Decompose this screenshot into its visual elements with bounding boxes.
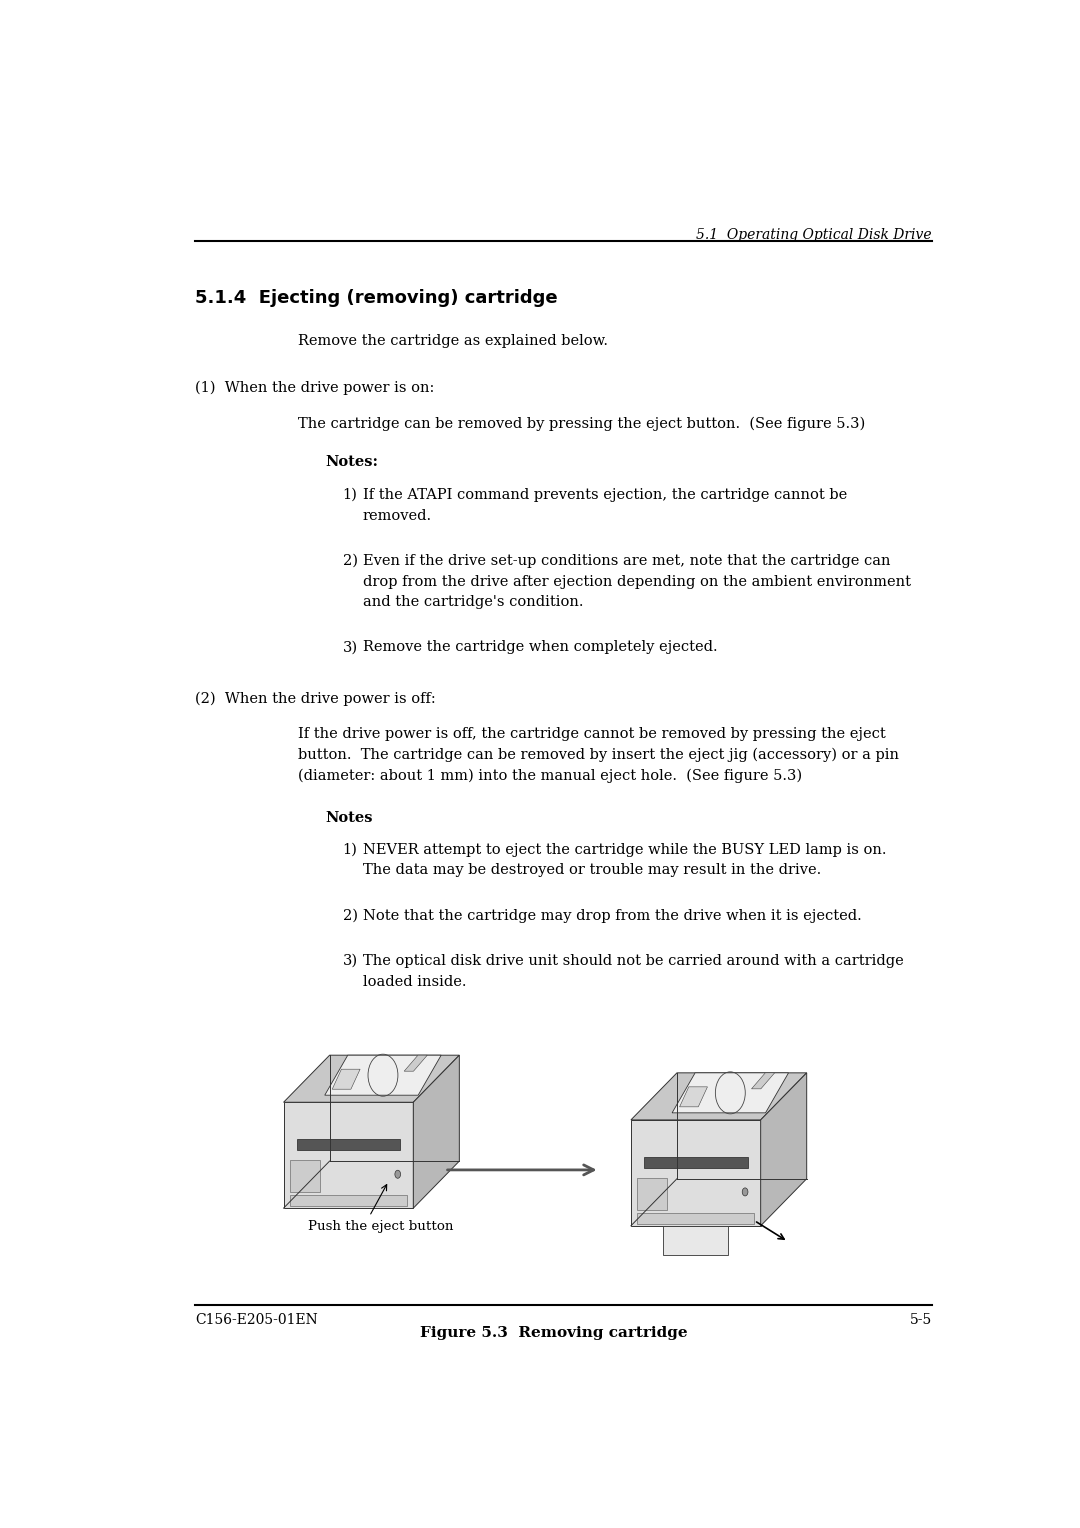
Text: 1): 1) bbox=[342, 487, 357, 503]
Text: Figure 5.3  Removing cartridge: Figure 5.3 Removing cartridge bbox=[420, 1326, 687, 1340]
Text: The optical disk drive unit should not be carried around with a cartridge: The optical disk drive unit should not b… bbox=[363, 953, 903, 969]
Polygon shape bbox=[291, 1160, 320, 1192]
Text: 3): 3) bbox=[342, 953, 357, 969]
Text: loaded inside.: loaded inside. bbox=[363, 975, 467, 989]
Polygon shape bbox=[325, 1056, 441, 1096]
Text: removed.: removed. bbox=[363, 509, 432, 523]
Text: Push the eject button: Push the eject button bbox=[308, 1219, 454, 1233]
Text: 5-5: 5-5 bbox=[909, 1313, 932, 1326]
Polygon shape bbox=[631, 1120, 760, 1225]
Polygon shape bbox=[637, 1213, 754, 1224]
Text: (1)  When the drive power is on:: (1) When the drive power is on: bbox=[195, 380, 434, 396]
Text: Notes: Notes bbox=[326, 811, 374, 825]
Text: If the drive power is off, the cartridge cannot be removed by pressing the eject: If the drive power is off, the cartridge… bbox=[298, 727, 886, 741]
Text: 2): 2) bbox=[342, 555, 357, 568]
Polygon shape bbox=[291, 1195, 407, 1206]
Circle shape bbox=[395, 1170, 401, 1178]
Text: 1): 1) bbox=[342, 843, 357, 857]
Polygon shape bbox=[679, 1086, 707, 1106]
Text: Remove the cartridge as explained below.: Remove the cartridge as explained below. bbox=[298, 335, 608, 348]
Text: NEVER attempt to eject the cartridge while the BUSY LED lamp is on.: NEVER attempt to eject the cartridge whi… bbox=[363, 843, 887, 857]
Text: Even if the drive set-up conditions are met, note that the cartridge can: Even if the drive set-up conditions are … bbox=[363, 555, 890, 568]
Text: Remove the cartridge when completely ejected.: Remove the cartridge when completely eje… bbox=[363, 640, 717, 654]
Polygon shape bbox=[637, 1178, 667, 1210]
Polygon shape bbox=[631, 1073, 807, 1120]
Text: and the cartridge's condition.: and the cartridge's condition. bbox=[363, 596, 583, 610]
Text: If the ATAPI command prevents ejection, the cartridge cannot be: If the ATAPI command prevents ejection, … bbox=[363, 487, 847, 503]
Polygon shape bbox=[404, 1056, 428, 1071]
Text: 2): 2) bbox=[342, 909, 357, 923]
Text: Note that the cartridge may drop from the drive when it is ejected.: Note that the cartridge may drop from th… bbox=[363, 909, 862, 923]
Text: (diameter: about 1 mm) into the manual eject hole.  (See figure 5.3): (diameter: about 1 mm) into the manual e… bbox=[298, 769, 802, 782]
Polygon shape bbox=[297, 1140, 401, 1151]
Text: 3): 3) bbox=[342, 640, 357, 654]
Polygon shape bbox=[644, 1157, 747, 1167]
Polygon shape bbox=[333, 1070, 360, 1089]
Circle shape bbox=[742, 1187, 748, 1196]
Text: (2)  When the drive power is off:: (2) When the drive power is off: bbox=[195, 692, 436, 706]
Text: drop from the drive after ejection depending on the ambient environment: drop from the drive after ejection depen… bbox=[363, 575, 910, 588]
Polygon shape bbox=[284, 1102, 414, 1209]
Text: C156-E205-01EN: C156-E205-01EN bbox=[195, 1313, 318, 1326]
Text: The data may be destroyed or trouble may result in the drive.: The data may be destroyed or trouble may… bbox=[363, 863, 821, 877]
Polygon shape bbox=[284, 1056, 459, 1102]
Polygon shape bbox=[663, 1225, 728, 1256]
Text: button.  The cartridge can be removed by insert the eject jig (accessory) or a p: button. The cartridge can be removed by … bbox=[298, 747, 900, 762]
Text: 5.1.4  Ejecting (removing) cartridge: 5.1.4 Ejecting (removing) cartridge bbox=[195, 289, 558, 307]
Text: The cartridge can be removed by pressing the eject button.  (See figure 5.3): The cartridge can be removed by pressing… bbox=[298, 416, 865, 431]
Polygon shape bbox=[414, 1056, 459, 1209]
Text: Notes:: Notes: bbox=[326, 455, 379, 469]
Text: 5.1  Operating Optical Disk Drive: 5.1 Operating Optical Disk Drive bbox=[697, 228, 932, 241]
Polygon shape bbox=[672, 1073, 788, 1112]
Polygon shape bbox=[760, 1073, 807, 1225]
Polygon shape bbox=[752, 1073, 774, 1089]
